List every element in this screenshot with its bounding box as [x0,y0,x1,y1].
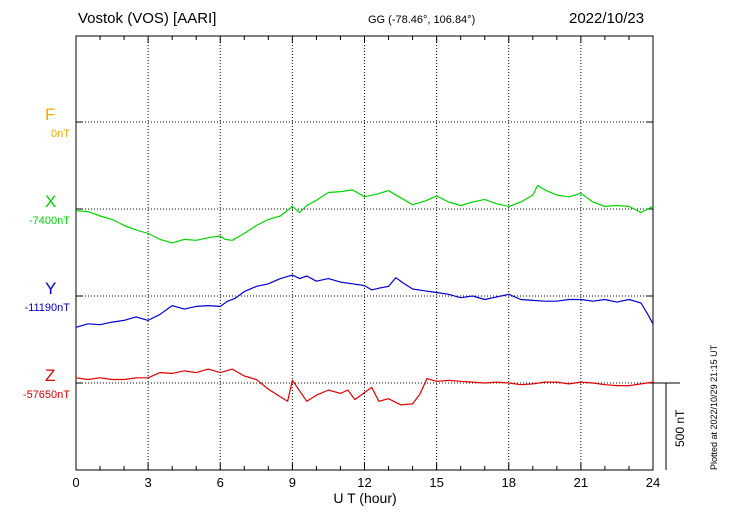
station-title: Vostok (VOS) [AARI] [78,10,217,27]
component-label-y: Y [45,279,57,298]
x-tick-label: 18 [501,475,516,490]
component-label-x: X [45,192,57,211]
scale-bar [653,382,680,470]
x-tick-label: 0 [72,475,80,490]
component-label-f: F [45,105,56,124]
component-baseline-z: -57650nT [22,389,70,401]
x-tick-label: 6 [216,475,224,490]
x-tick-label: 3 [144,475,152,490]
x-tick-label: 24 [645,475,661,490]
x-tick-label: 12 [357,475,372,490]
x-tick-label: 21 [573,475,589,490]
x-axis-label: U T (hour) [333,490,397,506]
series-lines [75,184,654,406]
grid [75,35,654,471]
series-line-x [75,184,654,244]
series-line-y [75,274,654,328]
x-tick-label: 9 [288,475,296,490]
component-baseline-f: 0nT [51,128,70,140]
scale-bar-label: 500 nT [673,409,687,447]
x-tick-label: 15 [429,475,444,490]
component-label-z: Z [45,366,56,385]
plot-date: 2022/10/23 [569,10,645,27]
component-baseline-x: -7400nT [29,215,70,227]
station-coordinates: GG (-78.46°, 106.84°) [368,14,476,26]
series-line-z [75,368,654,406]
plotted-at-note: Plotted at 2022/10/29 21:15 UT [709,344,719,470]
component-baseline-y: -11190nT [24,302,70,314]
plot-frame [75,35,654,471]
